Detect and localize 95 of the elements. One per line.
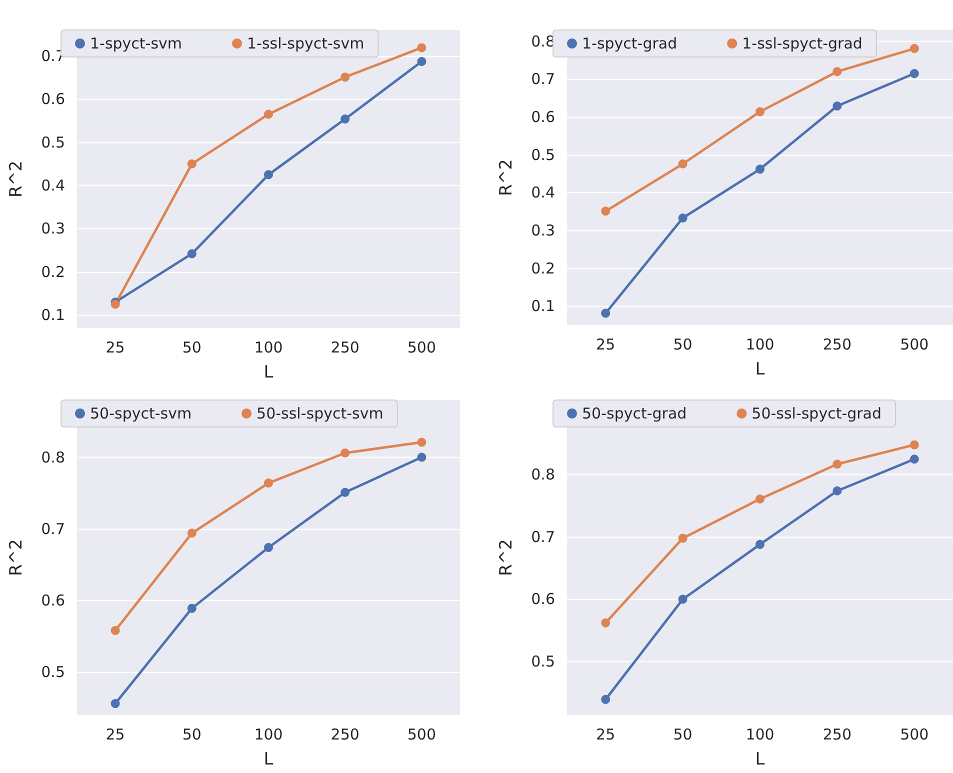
x-tick-label: 250: [822, 726, 852, 744]
legend-label: 50-ssl-spyct-grad: [752, 404, 882, 422]
point: [601, 618, 610, 628]
x-tick-label: 100: [746, 726, 774, 744]
point: [910, 440, 919, 450]
point: [832, 67, 842, 76]
legend-label: 50-spyct-svm: [90, 404, 192, 422]
x-tick-label: 500: [900, 336, 929, 354]
point: [417, 43, 426, 52]
point: [340, 488, 350, 497]
y-tick-label: 0.7: [531, 528, 555, 546]
x-axis-title: L: [264, 362, 274, 382]
point: [678, 594, 688, 604]
point: [417, 452, 426, 462]
point: [678, 534, 688, 543]
point: [910, 68, 919, 78]
y-tick-label: 0.5: [41, 133, 65, 152]
point: [910, 44, 919, 54]
point: [264, 542, 273, 552]
legend-label: 50-spyct-grad: [582, 404, 687, 422]
point: [187, 249, 196, 258]
x-tick-label: 25: [596, 726, 616, 744]
y-tick-label: 0.7: [531, 70, 555, 88]
point: [678, 213, 688, 222]
legend-label: 1-spyct-grad: [582, 34, 678, 52]
x-tick-label: 500: [900, 726, 929, 744]
y-tick-label: 0.2: [41, 262, 65, 281]
legend-label: 1-ssl-spyct-svm: [247, 34, 364, 52]
x-tick-label: 500: [407, 338, 436, 356]
legend-label: 1-spyct-svm: [90, 34, 182, 52]
y-tick-label: 0.1: [41, 306, 65, 324]
x-axis-title: L: [264, 750, 274, 770]
y-tick-label: 0.5: [531, 652, 555, 670]
y-tick-label: 0.2: [531, 259, 555, 278]
y-tick-label: 0.6: [531, 108, 555, 126]
point: [340, 448, 350, 458]
x-axis-title: L: [755, 750, 766, 770]
legend-label: 1-ssl-spyct-grad: [742, 34, 862, 52]
x-tick-label: 250: [822, 336, 852, 354]
x-tick-label: 250: [330, 726, 360, 744]
point: [264, 110, 273, 119]
point: [264, 170, 273, 180]
y-axis-title: R^2: [496, 159, 516, 196]
x-axis-title: L: [755, 360, 766, 380]
y-tick-label: 0.3: [531, 221, 555, 240]
x-tick-label: 50: [673, 726, 692, 744]
x-tick-label: 250: [330, 338, 360, 356]
y-tick-label: 0.4: [41, 176, 65, 194]
point: [110, 699, 120, 708]
point: [756, 540, 764, 549]
y-axis-title: R^2: [6, 160, 26, 198]
point: [832, 486, 842, 496]
y-tick-label: 0.7: [41, 520, 65, 538]
y-tick-label: 0.8: [531, 466, 555, 484]
point: [340, 114, 350, 124]
x-tick-label: 100: [254, 338, 283, 356]
legend-label: 50-ssl-spyct-svm: [256, 404, 384, 422]
y-tick-label: 0.6: [41, 90, 65, 108]
y-tick-label: 0.4: [531, 184, 555, 202]
y-tick-label: 0.5: [531, 146, 555, 164]
x-tick-label: 25: [596, 336, 616, 354]
point: [756, 107, 764, 116]
point: [417, 438, 426, 447]
point: [110, 626, 120, 636]
point: [832, 102, 842, 111]
point: [417, 57, 426, 66]
point: [678, 159, 688, 168]
x-tick-label: 100: [746, 336, 774, 354]
x-tick-label: 50: [673, 336, 692, 354]
y-tick-label: 0.5: [41, 663, 65, 682]
y-tick-label: 0.8: [41, 448, 65, 466]
point: [340, 72, 350, 82]
point: [187, 159, 196, 168]
point: [910, 454, 919, 464]
y-tick-label: 0.6: [41, 591, 65, 610]
y-axis-title: R^2: [6, 539, 26, 576]
x-tick-label: 25: [106, 338, 125, 356]
point: [187, 528, 196, 538]
point: [601, 206, 610, 216]
point: [601, 694, 610, 704]
y-axis-title: R^2: [496, 539, 516, 576]
point: [264, 478, 273, 488]
point: [601, 308, 610, 318]
point: [756, 494, 764, 504]
x-tick-label: 500: [407, 726, 436, 744]
x-tick-label: 50: [182, 338, 202, 356]
point: [756, 164, 764, 174]
x-tick-label: 50: [182, 726, 202, 744]
point: [832, 460, 842, 469]
y-tick-label: 0.6: [531, 590, 555, 608]
y-tick-label: 0.3: [41, 220, 65, 238]
x-tick-label: 100: [254, 726, 283, 744]
y-tick-label: 0.1: [531, 297, 555, 316]
point: [187, 604, 196, 613]
x-tick-label: 25: [106, 726, 125, 744]
